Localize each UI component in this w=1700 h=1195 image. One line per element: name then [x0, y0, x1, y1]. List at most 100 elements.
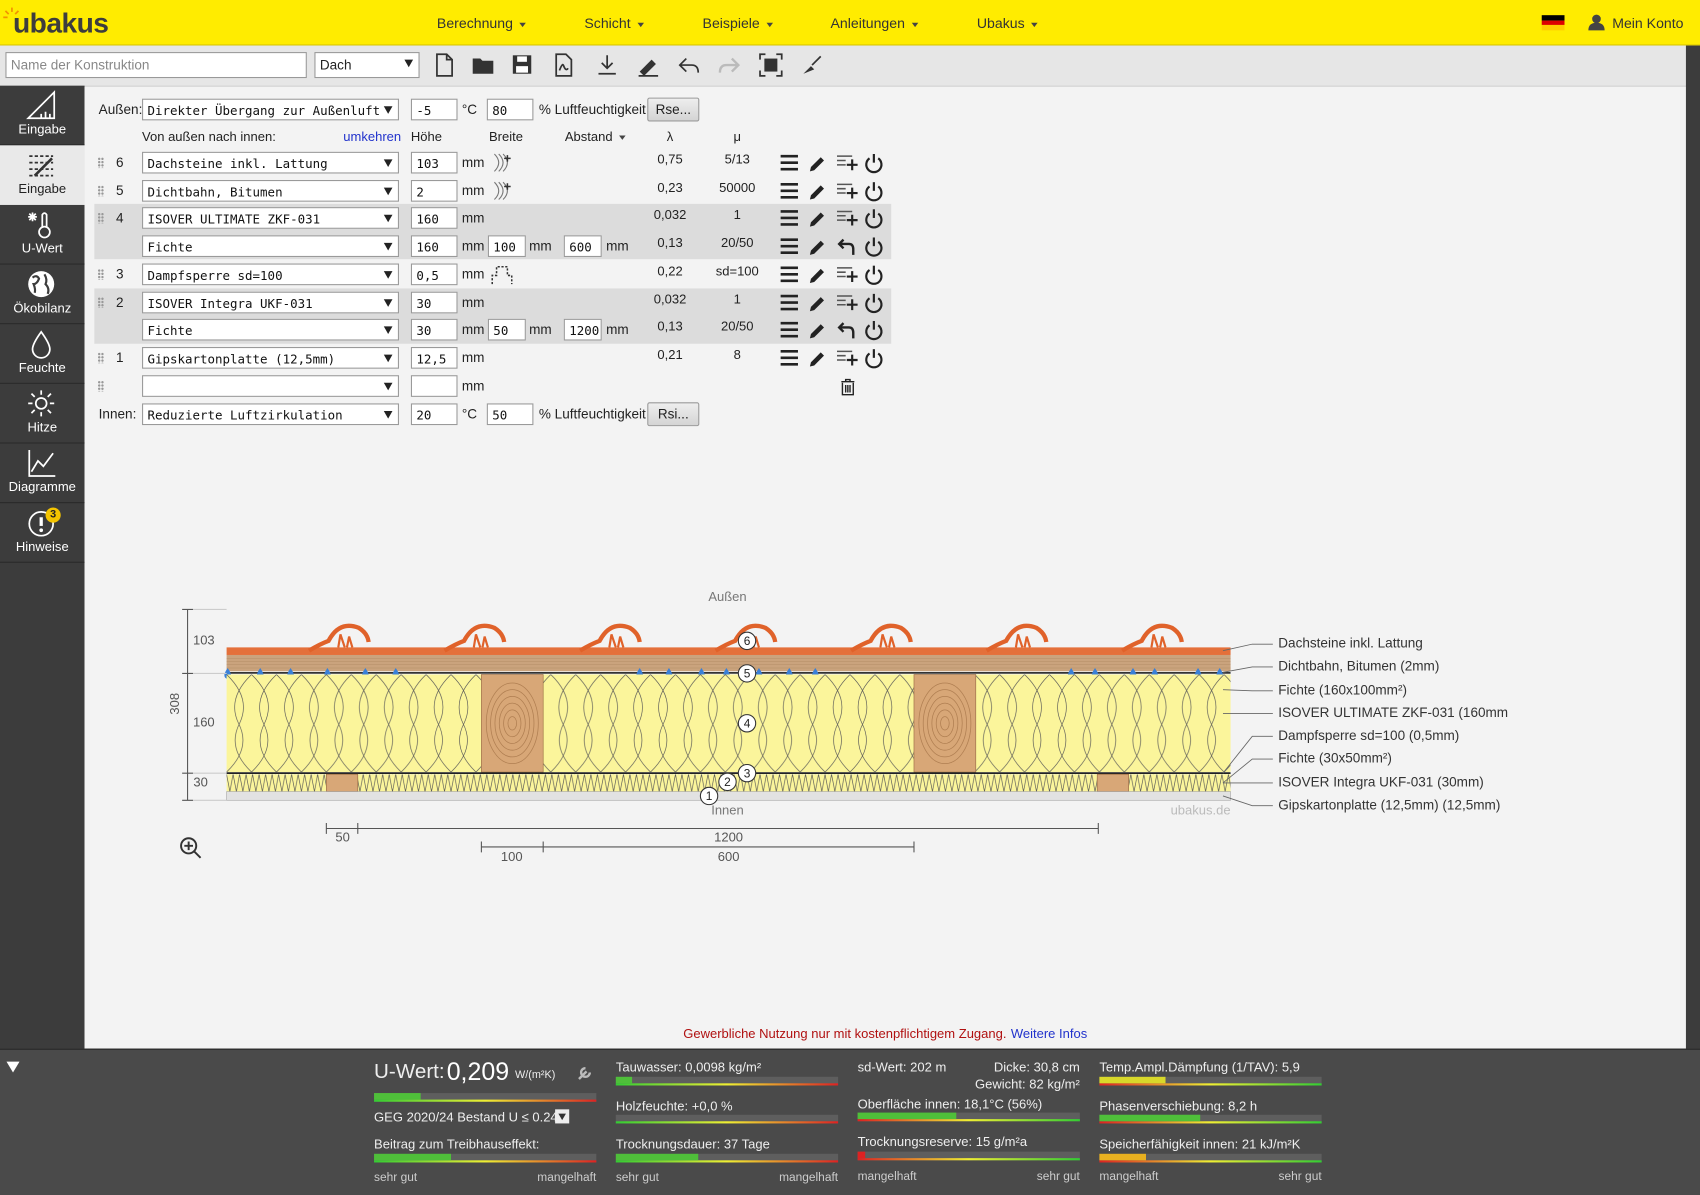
inset-width-input[interactable]: 100: [487, 235, 526, 258]
menu-item[interactable]: Berechnung: [437, 15, 526, 32]
inset-material-select[interactable]: Fichte: [142, 235, 399, 258]
row-menu-button[interactable]: [780, 209, 800, 229]
collapse-button[interactable]: [6, 1061, 20, 1073]
delete-button[interactable]: [839, 377, 856, 395]
construction-name-input[interactable]: Name der Konstruktion: [5, 52, 307, 79]
sidebar-icon[interactable]: [26, 90, 56, 120]
toolbar-button[interactable]: [433, 53, 457, 77]
row-menu-button[interactable]: [780, 237, 800, 257]
row-insert-button[interactable]: [837, 292, 858, 312]
sidebar-label[interactable]: Hinweise: [15, 538, 69, 555]
inset-thickness-input[interactable]: 30: [410, 319, 458, 341]
sidebar-icon[interactable]: [26, 150, 56, 180]
account-icon[interactable]: [1588, 14, 1605, 31]
sidebar-icon[interactable]: [26, 507, 56, 537]
row-power-button[interactable]: [864, 320, 884, 341]
thickness-input[interactable]: 103: [410, 151, 458, 174]
thickness-input[interactable]: 30: [410, 291, 458, 313]
condition-select[interactable]: Direkter Übergang zur Außenluft: [142, 98, 399, 121]
row-pencil-button[interactable]: [808, 209, 828, 229]
row-insert-button[interactable]: [837, 348, 858, 368]
reverse-link[interactable]: umkehren: [343, 129, 402, 145]
row-menu-button[interactable]: [780, 292, 800, 312]
inset-spacing-input[interactable]: 1200: [563, 319, 602, 341]
sidebar-label[interactable]: Hitze: [27, 419, 58, 435]
sidebar-label[interactable]: Eingabe: [18, 121, 67, 137]
settings-button[interactable]: [577, 1065, 593, 1081]
toolbar-button[interactable]: [717, 53, 741, 77]
row-power-button[interactable]: [864, 153, 884, 174]
row-menu-button[interactable]: [780, 181, 800, 201]
sidebar-label[interactable]: U-Wert: [21, 240, 63, 256]
toolbar-button[interactable]: [511, 53, 535, 77]
sidebar-label[interactable]: Feuchte: [18, 360, 66, 376]
construction-type-select[interactable]: Dach: [314, 52, 420, 79]
resistance-button[interactable]: Rse...: [647, 97, 700, 122]
column-header[interactable]: Abstand: [565, 128, 626, 145]
sidebar-icon[interactable]: [26, 209, 56, 239]
notice-link[interactable]: Weitere Infos: [1010, 1025, 1088, 1042]
new-material-select[interactable]: [142, 374, 399, 397]
toolbar-button[interactable]: [759, 53, 783, 77]
row-insert-button[interactable]: [837, 209, 858, 229]
row-menu-button[interactable]: [780, 153, 800, 173]
menu-item[interactable]: Anleitungen: [830, 15, 917, 32]
toolbar-button[interactable]: [595, 53, 619, 77]
language-flag[interactable]: [1541, 15, 1565, 31]
thickness-input[interactable]: 12,5: [410, 346, 458, 369]
sidebar-icon[interactable]: [26, 388, 56, 418]
thickness-input[interactable]: 0,5: [410, 263, 458, 285]
row-undo-button[interactable]: [837, 237, 857, 257]
inset-spacing-input[interactable]: 600: [563, 235, 602, 258]
inset-thickness-input[interactable]: 160: [410, 235, 458, 258]
row-power-button[interactable]: [864, 292, 884, 313]
temperature-input[interactable]: 20: [410, 403, 458, 426]
material-select[interactable]: Dampfsperre sd=100: [142, 263, 399, 285]
row-pencil-button[interactable]: [808, 292, 828, 312]
sidebar-label[interactable]: Ökobilanz: [13, 300, 72, 316]
temperature-input[interactable]: -5: [410, 98, 458, 121]
sidebar-label[interactable]: Eingabe: [18, 181, 67, 197]
row-undo-button[interactable]: [837, 320, 857, 340]
menu-item[interactable]: Schicht: [584, 15, 643, 32]
humidity-input[interactable]: 80: [486, 98, 534, 121]
new-thickness-input[interactable]: [410, 374, 458, 397]
row-menu-button[interactable]: [780, 320, 800, 340]
inset-material-select[interactable]: Fichte: [142, 319, 399, 341]
condition-select[interactable]: Reduzierte Luftzirkulation: [142, 403, 399, 426]
menu-item[interactable]: Ubakus: [977, 15, 1038, 32]
material-select[interactable]: Dichtbahn, Bitumen: [142, 179, 399, 202]
sidebar-icon[interactable]: [26, 329, 56, 359]
toolbar-button[interactable]: [678, 53, 702, 77]
toolbar-button[interactable]: [800, 53, 824, 77]
material-select[interactable]: ISOVER ULTIMATE ZKF-031: [142, 207, 399, 230]
row-power-button[interactable]: [864, 237, 884, 257]
row-power-button[interactable]: [864, 348, 884, 369]
sidebar-icon[interactable]: [26, 269, 56, 299]
sidebar-icon[interactable]: [26, 448, 56, 478]
humidity-input[interactable]: 50: [486, 403, 534, 426]
thickness-input[interactable]: 2: [410, 179, 458, 202]
row-pencil-button[interactable]: [808, 181, 828, 201]
resistance-button[interactable]: Rsi...: [647, 402, 700, 427]
material-select[interactable]: Dachsteine inkl. Lattung: [142, 151, 399, 174]
toolbar-button[interactable]: [552, 53, 576, 77]
row-pencil-button[interactable]: [808, 320, 828, 340]
material-select[interactable]: ISOVER Integra UKF-031: [142, 291, 399, 313]
row-pencil-button[interactable]: [808, 237, 828, 257]
row-menu-button[interactable]: [780, 264, 800, 284]
sidebar-label[interactable]: Diagramme: [8, 479, 76, 495]
row-power-button[interactable]: [864, 264, 884, 285]
row-power-button[interactable]: [864, 181, 884, 201]
thickness-input[interactable]: 160: [410, 207, 458, 230]
toolbar-button[interactable]: [472, 53, 496, 77]
row-pencil-button[interactable]: [808, 264, 828, 284]
row-power-button[interactable]: [864, 209, 884, 229]
row-insert-button[interactable]: [837, 181, 858, 201]
row-pencil-button[interactable]: [808, 153, 828, 173]
row-insert-button[interactable]: [837, 264, 858, 284]
menu-item[interactable]: Beispiele: [703, 15, 773, 32]
row-menu-button[interactable]: [780, 348, 800, 368]
material-select[interactable]: Gipskartonplatte (12,5mm): [142, 346, 399, 369]
row-insert-button[interactable]: [837, 153, 858, 173]
